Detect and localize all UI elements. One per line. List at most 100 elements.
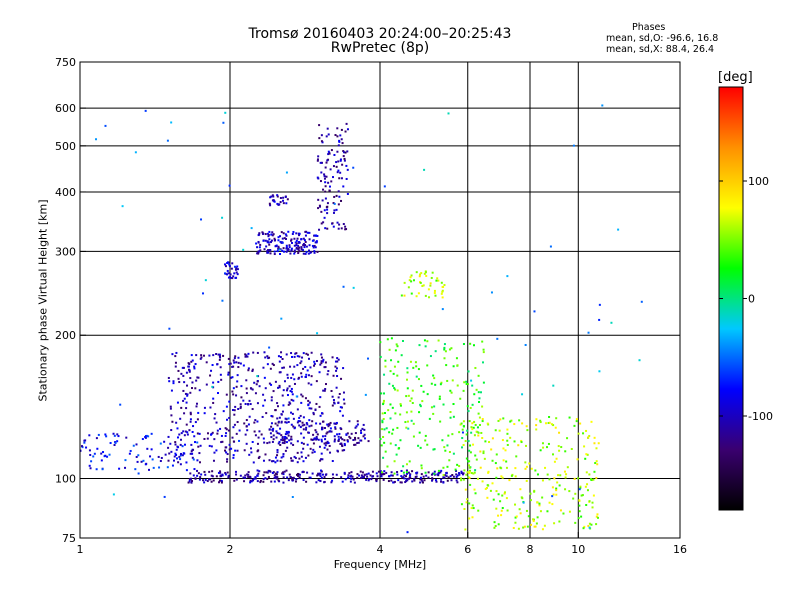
echo-point [231,262,234,265]
echo-point [348,420,351,423]
echo-point [362,423,365,426]
echo-point [268,238,271,241]
echo-point [226,269,229,272]
echo-point [545,422,548,425]
echo-point [533,490,536,493]
echo-point [181,366,184,369]
echo-point [282,247,285,250]
echo-point [192,474,195,477]
echo-point [539,421,542,424]
echo-point [411,402,414,405]
echo-point [218,479,221,482]
echo-point [295,242,298,245]
echo-point [194,477,197,480]
echo-point [407,286,410,289]
echo-point [343,402,346,405]
echo-point [288,439,291,442]
echo-point [325,473,328,476]
echo-point [264,233,267,236]
echo-point [262,474,265,477]
echo-point [403,294,406,297]
echo-point [383,185,386,188]
echo-point [486,422,489,425]
echo-point [141,438,144,441]
echo-point [431,478,434,481]
echo-point [412,435,415,438]
echo-point [382,472,385,475]
echo-point [346,439,349,442]
echo-point [409,276,412,279]
echo-point [430,382,433,385]
echo-point [230,447,233,450]
echo-point [577,517,580,520]
echo-point [236,374,239,377]
echo-point [501,439,504,442]
echo-point [315,234,318,237]
echo-point [270,233,273,236]
echo-point [174,441,177,444]
echo-point [346,168,349,171]
echo-point [280,317,283,320]
echo-point [304,397,307,400]
echo-point [307,249,310,252]
echo-point [449,475,452,478]
x-tick-label: 1 [77,543,84,556]
echo-point [173,455,176,458]
echo-point [474,492,477,495]
echo-point [570,447,573,450]
echo-point [301,421,304,424]
echo-point [332,399,335,402]
echo-point [443,357,446,360]
echo-point [326,202,329,205]
echo-point [293,237,296,240]
echo-point [297,472,300,475]
echo-point [225,428,228,431]
echo-point [473,393,476,396]
echo-point [167,376,170,379]
echo-point [236,449,239,452]
echo-point [367,479,370,482]
echo-point [465,473,468,476]
echo-point [415,375,418,378]
echo-point [315,437,318,440]
echo-point [284,417,287,420]
echo-point [236,265,239,268]
echo-point [465,383,468,386]
echo-point [226,418,229,421]
echo-point [244,476,247,479]
echo-point [321,199,324,202]
echo-point [237,407,240,410]
echo-point [587,436,590,439]
echo-point [588,434,591,437]
echo-point [276,417,279,420]
echo-point [318,445,321,448]
echo-point [236,268,239,271]
echo-point [294,241,297,244]
echo-point [340,227,343,230]
echo-point [134,151,137,154]
echo-point [302,479,305,482]
echo-point [232,275,235,278]
echo-point [233,423,236,426]
echo-point [224,449,227,452]
echo-point [433,289,436,292]
echo-point [392,481,395,484]
echo-point [376,475,379,478]
echo-point [265,471,268,474]
echo-point [586,453,589,456]
echo-point [387,409,390,412]
echo-point [277,236,280,239]
echo-point [323,216,326,219]
echo-point [178,381,181,384]
echo-point [542,446,545,449]
echo-point [319,472,322,475]
echo-point [533,310,536,313]
echo-point [562,512,565,515]
echo-point [514,475,517,478]
echo-point [583,525,586,528]
echo-point [146,447,149,450]
echo-point [364,393,367,396]
echo-point [434,294,437,297]
echo-point [554,426,557,429]
echo-point [247,423,250,426]
